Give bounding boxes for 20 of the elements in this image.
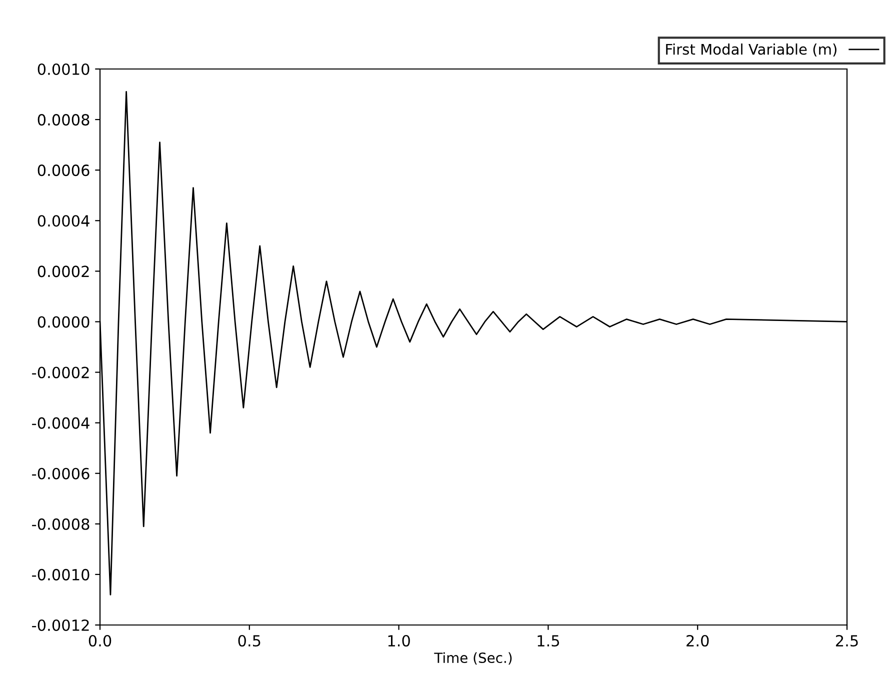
y-tick-label: -0.0012 <box>32 619 89 632</box>
y-tick-label: -0.0004 <box>32 417 90 429</box>
y-tick-label: -0.0010 <box>32 568 90 580</box>
y-tick-label: -0.0006 <box>32 468 90 480</box>
legend-label: First Modal Variable (m) <box>666 43 836 56</box>
x-tick-label: 0.0 <box>88 634 112 647</box>
x-tick-label: 0.5 <box>238 634 260 647</box>
y-tick-label: 0.0010 <box>38 63 90 76</box>
x-tick-label: 2.5 <box>836 634 858 647</box>
x-tick-label: 1.5 <box>538 635 560 647</box>
y-tick-label: 0.0000 <box>38 316 90 328</box>
y-tick-label: -0.0002 <box>32 366 89 378</box>
x-axis-title: Time (Sec.) <box>434 652 512 665</box>
x-tick-label: 2.0 <box>686 634 709 647</box>
y-tick-label: 0.0006 <box>38 164 90 176</box>
x-tick-label: 1.0 <box>388 634 410 647</box>
y-tick-label: 0.0008 <box>38 114 90 126</box>
y-tick-label: -0.0008 <box>32 518 90 530</box>
y-tick-label: 0.0004 <box>38 215 90 227</box>
y-tick-label: 0.0002 <box>38 266 89 278</box>
